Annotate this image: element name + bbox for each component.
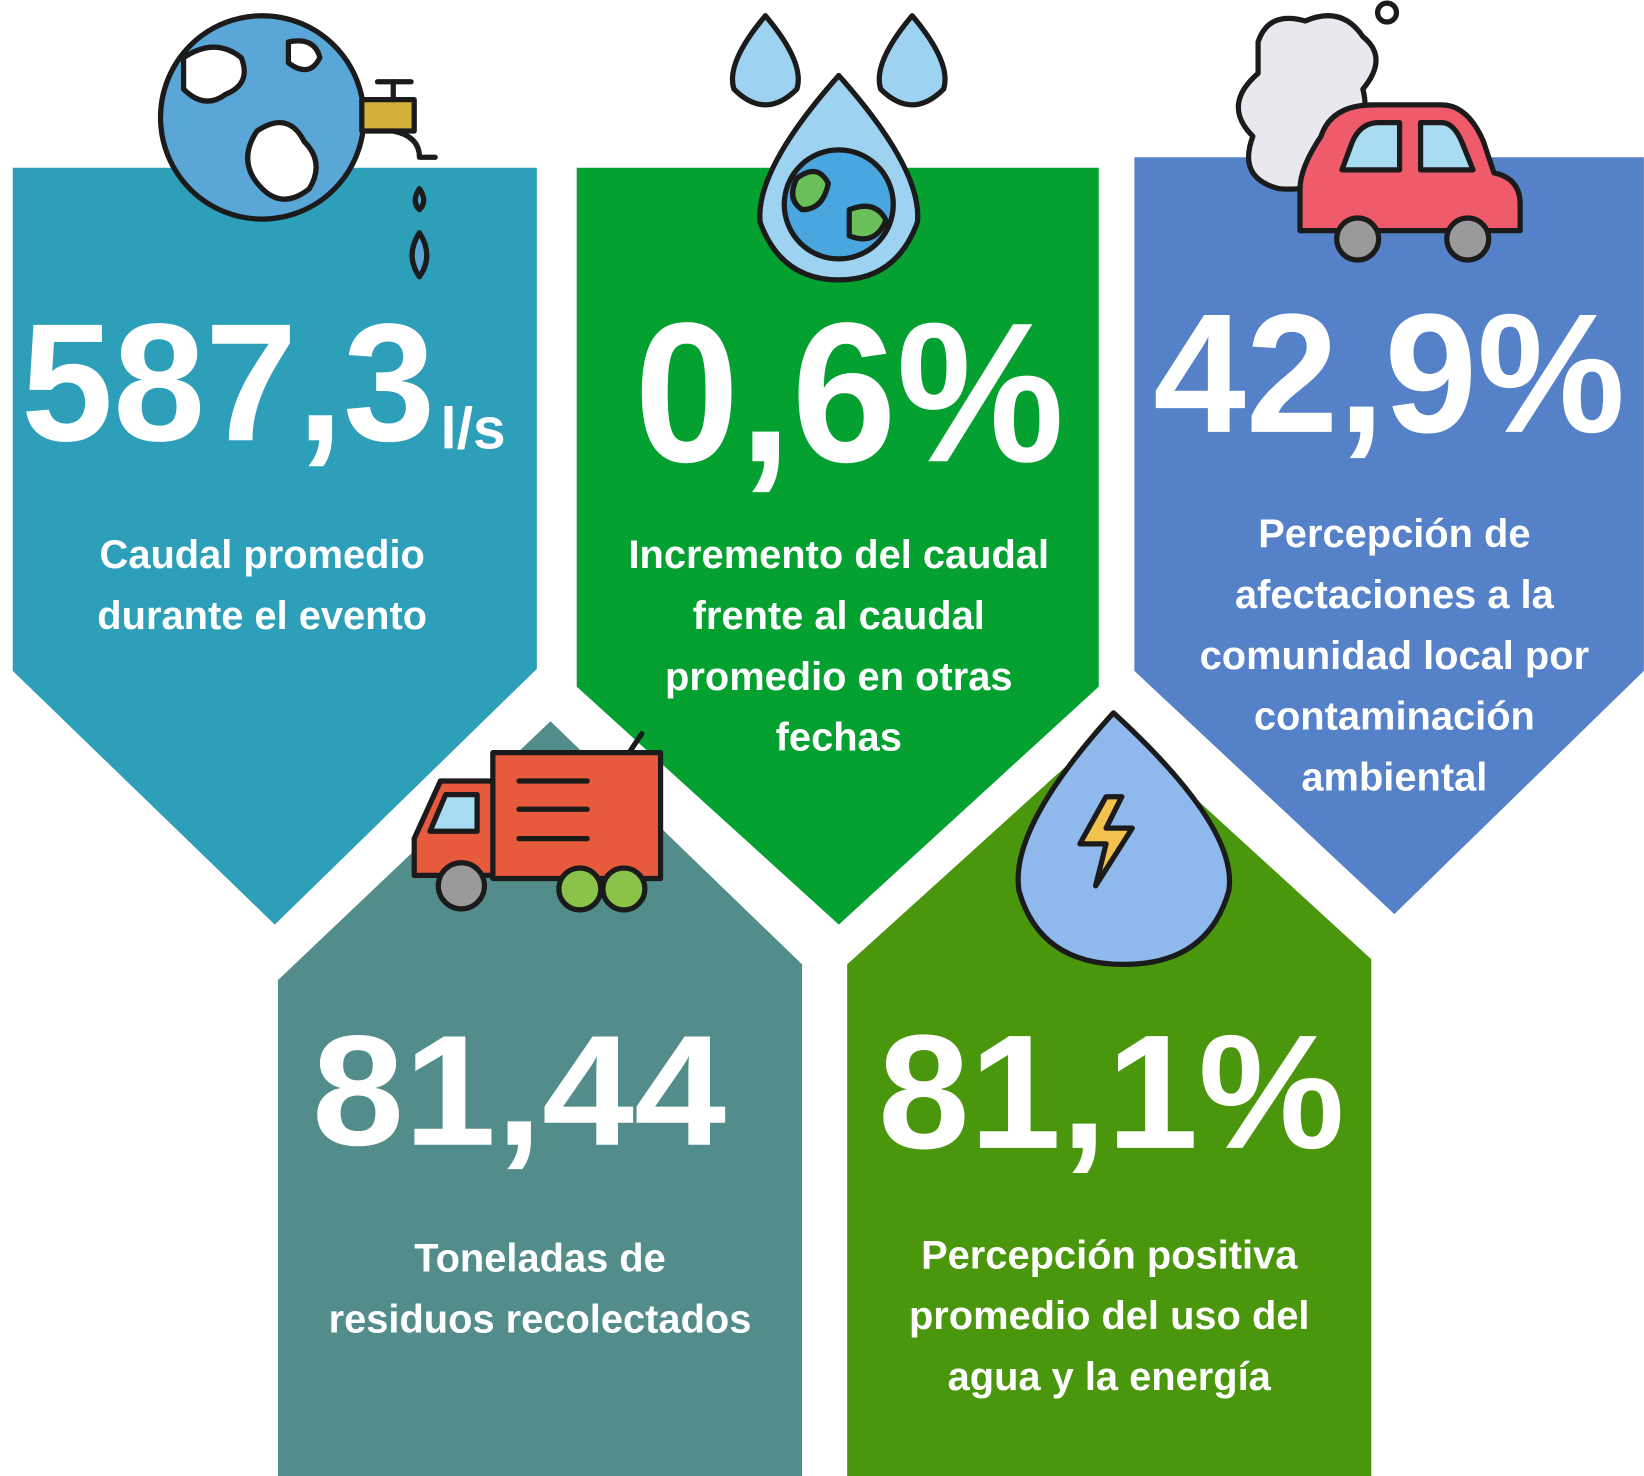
card-shape bbox=[12, 167, 537, 925]
card-description: promedio del uso del bbox=[909, 1294, 1310, 1338]
card-description: comunidad local por bbox=[1200, 634, 1589, 678]
icon-car-smoke bbox=[1235, 0, 1523, 263]
card-value: 81,44 bbox=[312, 1004, 726, 1179]
card-description: Percepción de bbox=[1258, 512, 1530, 556]
card-value: 0,6% bbox=[634, 282, 1064, 504]
card-description: agua y la energía bbox=[948, 1355, 1272, 1399]
card-value: 81,1% bbox=[878, 1002, 1344, 1183]
card-description: promedio en otras bbox=[665, 655, 1012, 699]
icon-energy-drop bbox=[1015, 710, 1233, 968]
card-shape bbox=[277, 721, 803, 1476]
card-description: Caudal promedio bbox=[100, 533, 425, 577]
icon-water-globe bbox=[729, 13, 948, 283]
card-value: 587,3 bbox=[21, 288, 435, 476]
card-description: durante el evento bbox=[97, 594, 427, 638]
card-description: contaminación bbox=[1254, 695, 1535, 739]
card-shape bbox=[847, 723, 1372, 1476]
card-unit: l/s bbox=[440, 397, 505, 462]
card-shape bbox=[576, 167, 1099, 925]
card-description: ambiental bbox=[1301, 755, 1487, 799]
card-description: Percepción positiva bbox=[921, 1233, 1298, 1277]
card-description: residuos recolectados bbox=[329, 1297, 752, 1341]
card-shape bbox=[1134, 157, 1644, 915]
card-description: fechas bbox=[776, 716, 902, 760]
card-description: afectaciones a la bbox=[1235, 573, 1555, 617]
card-value: 42,9% bbox=[1153, 278, 1625, 468]
card-description: frente al caudal bbox=[693, 594, 985, 638]
card-description: Toneladas de bbox=[414, 1237, 666, 1281]
card-description: Incremento del caudal bbox=[629, 533, 1050, 577]
icon-globe-tap bbox=[157, 13, 438, 280]
icon-garbage-truck bbox=[411, 731, 664, 913]
